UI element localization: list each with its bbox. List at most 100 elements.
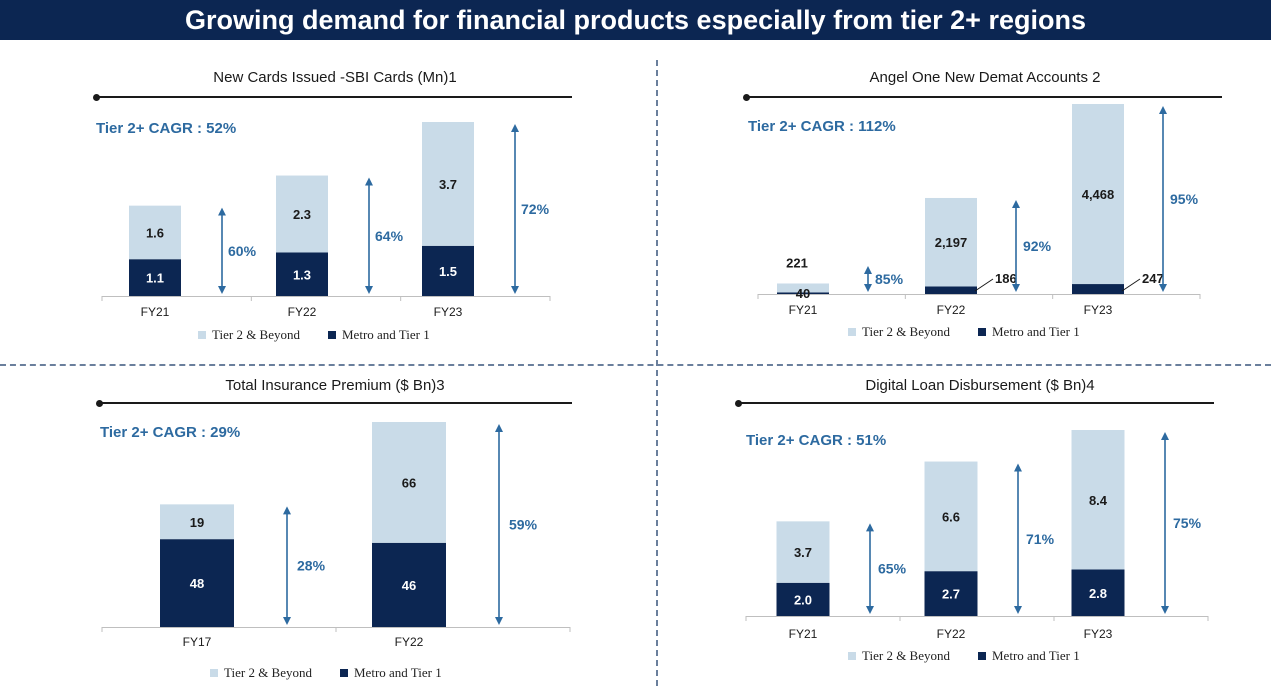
data-label-tier2: 221 (786, 255, 808, 270)
data-label-tier2: 6.6 (942, 509, 960, 524)
bar-metro-tier1 (276, 252, 328, 296)
legend-swatch-tier2 (198, 331, 206, 339)
bar-tier2-beyond (925, 197, 977, 287)
stacked-bar-chart: 1.6 1.1 FY21 60% 2.3 1.3 FY22 64% 3.7 1.5 FY23 72% (101, 122, 551, 319)
legend-item-metro: Metro and Tier 1 (978, 648, 1080, 664)
x-tick-label: FY23 (434, 305, 463, 319)
share-percent-label: 64% (375, 228, 404, 244)
data-label-metro: 1.5 (439, 264, 457, 279)
legend-swatch-tier2 (848, 652, 856, 660)
title-rule (96, 96, 572, 98)
legend-label-tier2: Tier 2 & Beyond (862, 324, 950, 339)
data-label-tier2: 1.6 (146, 225, 164, 240)
x-tick-label: FY21 (141, 305, 170, 319)
chart-panel-insurance-premium: Total Insurance Premium ($ Bn)3 Tier 2+ … (90, 372, 580, 684)
data-label-metro: 186 (995, 271, 1017, 286)
chart-panel-angel-demat: Angel One New Demat Accounts 2 Tier 2+ C… (740, 62, 1230, 352)
chart-legend: Tier 2 & Beyond Metro and Tier 1 (198, 327, 430, 343)
cagr-label: Tier 2+ CAGR : 112% (748, 118, 896, 135)
data-label-tier2: 2.3 (293, 207, 311, 222)
chart-title: Angel One New Demat Accounts 2 (869, 69, 1101, 86)
share-percent-label: 95% (1170, 191, 1199, 207)
title-rule (738, 402, 1214, 404)
bar-metro-tier1 (129, 259, 181, 296)
legend-label-metro: Metro and Tier 1 (354, 665, 442, 680)
vertical-divider (656, 60, 658, 686)
legend-item-metro: Metro and Tier 1 (328, 327, 430, 343)
data-label-tier2: 3.7 (439, 177, 457, 192)
stacked-bar-chart: 221 40 FY21 85% 2,197 186 FY22 92% 4,468 247 FY23 9… (757, 104, 1201, 317)
cagr-label: Tier 2+ CAGR : 29% (100, 424, 241, 441)
title-rule (746, 96, 1222, 98)
legend-label-tier2: Tier 2 & Beyond (862, 648, 950, 663)
horizontal-divider (0, 364, 1271, 366)
x-tick-label: FY22 (395, 635, 424, 649)
data-label-metro: 1.1 (146, 271, 164, 286)
legend-swatch-tier2 (210, 669, 218, 677)
data-label-metro: 247 (1142, 271, 1164, 286)
bar-metro-tier1 (777, 292, 829, 294)
chart-legend: Tier 2 & Beyond Metro and Tier 1 (848, 648, 1080, 664)
bar-metro-tier1 (924, 571, 978, 616)
bar-tier2-beyond (1071, 430, 1125, 570)
bar-metro-tier1 (776, 582, 830, 616)
legend-item-tier2: Tier 2 & Beyond (198, 327, 300, 343)
legend-swatch-metro (978, 328, 986, 336)
share-percent-label: 85% (875, 271, 904, 287)
share-percent-label: 60% (228, 243, 257, 259)
chart-title: Digital Loan Disbursement ($ Bn)4 (865, 377, 1095, 394)
bar-metro-tier1 (925, 286, 977, 294)
bar-metro-tier1 (160, 539, 234, 627)
legend-item-metro: Metro and Tier 1 (340, 665, 442, 681)
data-label-metro: 48 (190, 576, 204, 591)
x-tick-label: FY22 (937, 303, 966, 317)
data-label-leader (1121, 278, 1141, 292)
share-percent-label: 75% (1173, 515, 1202, 531)
x-tick-label: FY21 (789, 627, 818, 641)
data-label-tier2: 4,468 (1082, 187, 1115, 202)
bar-tier2-beyond (924, 461, 978, 572)
bar-metro-tier1 (372, 542, 446, 627)
chart-panel-digital-loan: Digital Loan Disbursement ($ Bn)4 Tier 2… (730, 372, 1230, 672)
bar-metro-tier1 (422, 245, 474, 296)
data-label-metro: 1.3 (293, 267, 311, 282)
data-label-tier2: 8.4 (1089, 493, 1108, 508)
data-label-tier2: 3.7 (794, 545, 812, 560)
legend-label-metro: Metro and Tier 1 (342, 327, 430, 342)
data-label-metro: 46 (402, 578, 416, 593)
data-label-metro: 2.7 (942, 587, 960, 602)
x-tick-label: FY17 (183, 635, 212, 649)
stacked-bar-chart: 19 48 FY17 28% 66 46 FY22 59% (101, 422, 571, 649)
legend-swatch-metro (340, 669, 348, 677)
page-title: Growing demand for financial products es… (185, 5, 1086, 35)
bar-tier2-beyond (372, 422, 446, 543)
legend-item-tier2: Tier 2 & Beyond (210, 665, 312, 681)
legend-swatch-tier2 (848, 328, 856, 336)
legend-swatch-metro (328, 331, 336, 339)
share-percent-label: 71% (1026, 531, 1055, 547)
legend-swatch-metro (978, 652, 986, 660)
title-rule (99, 402, 572, 404)
data-label-metro: 40 (796, 286, 810, 301)
legend-item-tier2: Tier 2 & Beyond (848, 648, 950, 664)
data-label-leader (974, 278, 994, 292)
bar-tier2-beyond (160, 504, 234, 540)
data-label-metro: 2.0 (794, 592, 812, 607)
share-percent-label: 72% (521, 201, 550, 217)
cagr-label: Tier 2+ CAGR : 51% (746, 432, 887, 449)
chart-legend: Tier 2 & Beyond Metro and Tier 1 (848, 324, 1080, 340)
bar-metro-tier1 (1072, 284, 1124, 294)
x-tick-label: FY21 (789, 303, 818, 317)
chart-title: New Cards Issued -SBI Cards (Mn)1 (213, 69, 457, 86)
x-tick-label: FY23 (1084, 303, 1113, 317)
bar-metro-tier1 (1071, 569, 1125, 616)
bar-tier2-beyond (129, 205, 181, 260)
legend-label-tier2: Tier 2 & Beyond (224, 665, 312, 680)
bar-tier2-beyond (1072, 104, 1124, 285)
share-percent-label: 28% (297, 558, 326, 574)
data-label-metro: 2.8 (1089, 586, 1107, 601)
chart-panel-sbi-cards: New Cards Issued -SBI Cards (Mn)1 Tier 2… (90, 62, 580, 352)
page-header: Growing demand for financial products es… (0, 0, 1271, 40)
chart-legend: Tier 2 & Beyond Metro and Tier 1 (210, 665, 442, 681)
chart-title: Total Insurance Premium ($ Bn)3 (225, 377, 445, 394)
